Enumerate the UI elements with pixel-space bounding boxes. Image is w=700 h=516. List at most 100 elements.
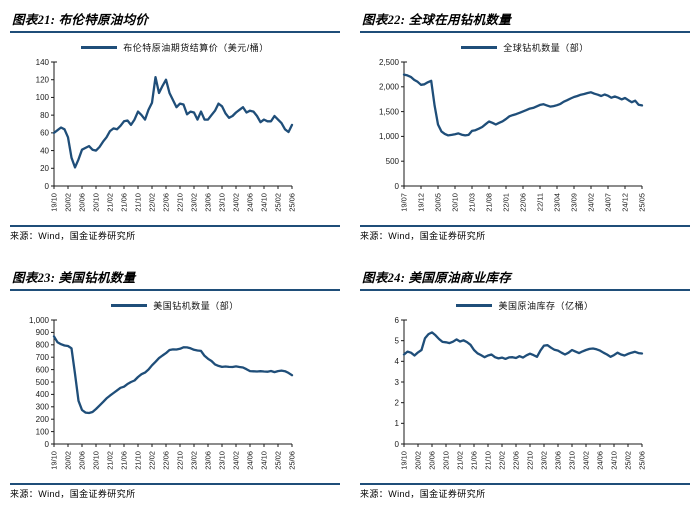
svg-text:0: 0 <box>395 182 400 191</box>
svg-text:24/02: 24/02 <box>582 451 591 470</box>
svg-text:20/06: 20/06 <box>428 451 437 470</box>
chart-legend: 全球钻机数量（部） <box>360 41 690 54</box>
svg-text:900: 900 <box>36 328 50 337</box>
legend-label: 布伦特原油期货结算价（美元/桶） <box>123 43 269 53</box>
svg-text:20/10: 20/10 <box>442 451 451 470</box>
line-chart: 0 100 200 300 400 500 600 700 800 900 1,000 19/10 20… <box>29 316 297 470</box>
svg-text:19/10: 19/10 <box>400 451 409 470</box>
svg-text:20/05: 20/05 <box>434 193 443 212</box>
svg-text:20/02: 20/02 <box>64 193 73 212</box>
svg-text:21/08: 21/08 <box>485 193 494 212</box>
svg-text:24/06: 24/06 <box>596 451 605 470</box>
svg-text:24/06: 24/06 <box>246 193 255 212</box>
svg-text:25/02: 25/02 <box>274 451 283 470</box>
svg-text:200: 200 <box>36 415 50 424</box>
svg-text:22/10: 22/10 <box>176 451 185 470</box>
svg-text:20/10: 20/10 <box>92 193 101 212</box>
svg-text:1,000: 1,000 <box>379 132 400 141</box>
svg-text:140: 140 <box>36 58 50 67</box>
svg-text:21/06: 21/06 <box>470 451 479 470</box>
svg-text:22/02: 22/02 <box>148 451 157 470</box>
svg-text:21/06: 21/06 <box>120 451 129 470</box>
svg-text:22/02: 22/02 <box>148 193 157 212</box>
svg-text:25/06: 25/06 <box>638 451 647 470</box>
svg-text:24/10: 24/10 <box>260 193 269 212</box>
svg-text:2,500: 2,500 <box>379 58 400 67</box>
line-chart: 0 500 1,000 1,500 2,000 2,500 19/07 19/12 20/05 2… <box>379 58 647 212</box>
svg-text:21/03: 21/03 <box>468 193 477 212</box>
svg-text:25/06: 25/06 <box>288 193 297 212</box>
svg-text:120: 120 <box>36 76 50 85</box>
svg-text:24/02: 24/02 <box>587 193 596 212</box>
svg-text:2: 2 <box>395 398 400 407</box>
source-note: 来源：Wind，国金证券研究所 <box>360 489 486 499</box>
legend-line-swatch <box>81 46 118 49</box>
svg-text:20/02: 20/02 <box>414 451 423 470</box>
svg-text:25/02: 25/02 <box>624 451 633 470</box>
svg-text:22/02: 22/02 <box>498 451 507 470</box>
svg-text:1,500: 1,500 <box>379 107 400 116</box>
svg-text:25/05: 25/05 <box>638 193 647 212</box>
svg-text:24/02: 24/02 <box>232 451 241 470</box>
svg-text:20/02: 20/02 <box>64 451 73 470</box>
svg-text:23/06: 23/06 <box>204 451 213 470</box>
svg-text:700: 700 <box>36 353 50 362</box>
svg-text:2,000: 2,000 <box>379 83 400 92</box>
svg-text:20/10: 20/10 <box>451 193 460 212</box>
svg-text:19/10: 19/10 <box>50 193 59 212</box>
svg-text:21/02: 21/02 <box>106 193 115 212</box>
svg-text:21/02: 21/02 <box>456 451 465 470</box>
source-divider <box>360 483 690 485</box>
svg-text:0: 0 <box>395 440 400 449</box>
legend-line-swatch <box>111 304 148 307</box>
svg-text:23/10: 23/10 <box>218 451 227 470</box>
source-divider <box>10 483 340 485</box>
svg-text:100: 100 <box>36 427 50 436</box>
svg-text:0: 0 <box>45 440 50 449</box>
svg-text:1,000: 1,000 <box>29 316 50 325</box>
svg-text:20/10: 20/10 <box>92 451 101 470</box>
svg-text:21/10: 21/10 <box>134 451 143 470</box>
svg-text:22/10: 22/10 <box>176 193 185 212</box>
svg-text:23/06: 23/06 <box>204 193 213 212</box>
svg-text:22/11: 22/11 <box>536 193 545 211</box>
svg-text:23/06: 23/06 <box>554 451 563 470</box>
chart-legend: 美国钻机数量（部） <box>10 299 340 312</box>
svg-text:20/06: 20/06 <box>78 451 87 470</box>
chart-title: 图表24: 美国原油商业库存 <box>360 266 690 291</box>
svg-text:19/07: 19/07 <box>400 193 409 212</box>
legend-line-swatch <box>456 304 493 307</box>
chart-legend: 布伦特原油期货结算价（美元/桶） <box>10 41 340 54</box>
svg-text:24/10: 24/10 <box>610 451 619 470</box>
source-note: 来源：Wind，国金证券研究所 <box>360 231 486 241</box>
chart-panel-figure-24: 图表24: 美国原油商业库存 美国原油库存（亿桶） 0 1 2 3 4 5 6 19/10 20… <box>350 262 700 516</box>
svg-text:23/04: 23/04 <box>553 193 562 212</box>
svg-text:22/06: 22/06 <box>512 451 521 470</box>
svg-text:100: 100 <box>36 93 50 102</box>
chart-panel-figure-22: 图表22: 全球在用钻机数量 全球钻机数量（部） 0 500 1,000 1,500 2… <box>350 4 700 262</box>
svg-text:600: 600 <box>36 365 50 374</box>
svg-text:23/02: 23/02 <box>190 193 199 212</box>
chart-title: 图表23: 美国钻机数量 <box>10 266 340 291</box>
svg-text:24/07: 24/07 <box>604 193 613 212</box>
svg-text:800: 800 <box>36 341 50 350</box>
svg-text:24/02: 24/02 <box>232 193 241 212</box>
source-divider <box>360 225 690 227</box>
svg-text:25/02: 25/02 <box>274 193 283 212</box>
svg-text:20: 20 <box>40 164 49 173</box>
line-chart: 0 1 2 3 4 5 6 19/10 20/02 20/06 20/10 21/02 21/06 21/… <box>395 316 647 470</box>
svg-text:19/12: 19/12 <box>417 193 426 212</box>
source-note: 来源：Wind，国金证券研究所 <box>10 231 136 241</box>
svg-text:22/06: 22/06 <box>519 193 528 212</box>
svg-text:21/06: 21/06 <box>120 193 129 212</box>
legend-line-swatch <box>461 46 498 49</box>
svg-text:500: 500 <box>36 378 50 387</box>
chart-panel-figure-23: 图表23: 美国钻机数量 美国钻机数量（部） 0 100 200 300 400 500 6… <box>0 262 350 516</box>
legend-label: 美国原油库存（亿桶） <box>498 301 594 311</box>
svg-text:400: 400 <box>36 390 50 399</box>
svg-text:23/02: 23/02 <box>190 451 199 470</box>
svg-text:24/12: 24/12 <box>621 193 630 212</box>
legend-label: 美国钻机数量（部） <box>153 301 239 311</box>
svg-text:22/06: 22/06 <box>162 193 171 212</box>
